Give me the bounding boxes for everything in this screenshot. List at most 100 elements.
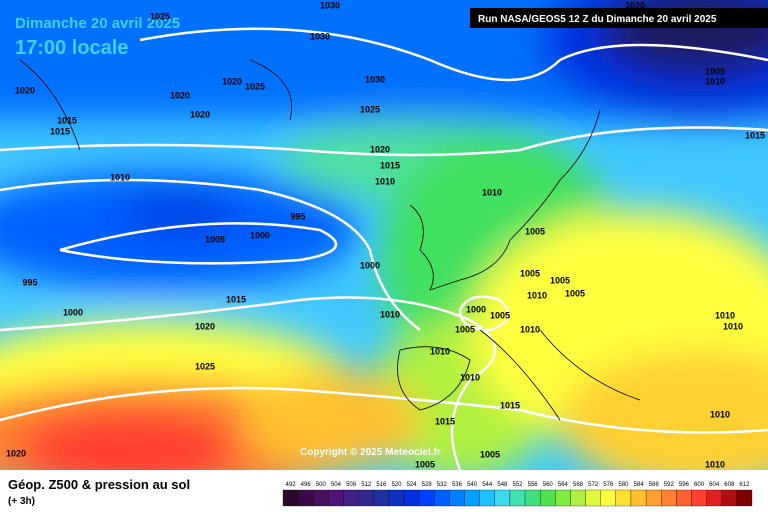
legend-level: 536 bbox=[452, 482, 463, 488]
isobar-label: 1005 bbox=[455, 324, 475, 334]
isobar-label: 1020 bbox=[195, 321, 215, 331]
legend-level: 508 bbox=[346, 482, 357, 488]
date: Dimanche 20 avril 2025 bbox=[15, 15, 180, 32]
isobar-label: 1005 bbox=[705, 66, 725, 76]
legend-swatch bbox=[494, 489, 511, 507]
isobar-label: 1015 bbox=[380, 160, 400, 170]
isobar-label: 1005 bbox=[490, 310, 510, 320]
legend-level: 492 bbox=[286, 482, 297, 488]
legend-swatch bbox=[343, 489, 359, 507]
legend-level: 516 bbox=[376, 482, 387, 488]
run-box bbox=[470, 8, 768, 28]
isobar-label: 1020 bbox=[222, 76, 242, 86]
isobar-label: 1005 bbox=[205, 234, 225, 244]
legend-swatch bbox=[388, 489, 405, 507]
legend-swatch bbox=[721, 489, 738, 507]
run-info: Run NASA/GEOS5 12 Z du Dimanche 20 avril… bbox=[478, 14, 717, 25]
legend-swatch bbox=[615, 489, 632, 507]
legend-swatch bbox=[691, 489, 707, 507]
legend-swatch bbox=[706, 489, 722, 507]
legend-level: 532 bbox=[437, 482, 448, 488]
legend-swatch bbox=[419, 489, 435, 507]
isobar-label: 1020 bbox=[15, 85, 35, 95]
isobar-label: 1030 bbox=[365, 74, 385, 84]
legend-level: 564 bbox=[558, 482, 569, 488]
legend-level: 608 bbox=[724, 482, 735, 488]
legend-swatch bbox=[297, 489, 314, 507]
isobar-label: 1005 bbox=[415, 459, 435, 469]
isobar-label: 1005 bbox=[480, 449, 500, 459]
isobar-label: 1005 bbox=[520, 268, 540, 278]
copyright: Copyright © 2025 Meteociel.fr bbox=[300, 447, 441, 458]
legend-level: 612 bbox=[739, 482, 750, 488]
legend-level: 556 bbox=[528, 482, 539, 488]
isobar-label: 1015 bbox=[500, 400, 520, 410]
isobar-label: 1020 bbox=[6, 448, 26, 458]
isobars bbox=[0, 27, 768, 471]
legend-level: 512 bbox=[361, 482, 372, 488]
isobar-label: 1025 bbox=[150, 11, 170, 21]
isobar-label: 1010 bbox=[705, 459, 725, 469]
isobar-label: 1025 bbox=[360, 104, 380, 114]
isobar-label: 1025 bbox=[245, 81, 265, 91]
legend-swatch bbox=[570, 489, 586, 507]
legend-level: 560 bbox=[543, 482, 554, 488]
legend-level: 540 bbox=[467, 482, 478, 488]
legend-swatch bbox=[540, 489, 556, 507]
legend-swatch bbox=[630, 489, 647, 507]
isobar-label: 1030 bbox=[310, 31, 330, 41]
legend-swatch bbox=[328, 489, 344, 507]
legend-swatch bbox=[313, 489, 329, 507]
legend-swatch bbox=[449, 489, 465, 507]
legend-swatch bbox=[373, 489, 390, 507]
isobar-label: 995 bbox=[22, 277, 37, 287]
legend-swatch bbox=[509, 489, 526, 507]
isobar-label: 1010 bbox=[430, 346, 450, 356]
legend-swatch bbox=[585, 489, 601, 507]
isobar-label: 1010 bbox=[380, 309, 400, 319]
time: 17:00 locale bbox=[15, 37, 128, 59]
legend-level: 572 bbox=[588, 482, 599, 488]
legend-title: Géop. Z500 & pression au sol bbox=[8, 477, 190, 492]
isobar-label: 1010 bbox=[520, 324, 540, 334]
legend-swatch bbox=[661, 489, 677, 507]
legend-swatch bbox=[464, 489, 480, 507]
coastlines bbox=[19, 59, 641, 421]
legend-level: 520 bbox=[391, 482, 402, 488]
legend-level: 600 bbox=[694, 482, 705, 488]
isobar-label: 1025 bbox=[195, 361, 215, 371]
legend-swatch bbox=[479, 489, 495, 507]
isobar-label: 1000 bbox=[360, 260, 380, 270]
legend-level: 592 bbox=[664, 482, 675, 488]
legend-swatch bbox=[736, 489, 753, 507]
legend-level: 504 bbox=[331, 482, 342, 488]
legend-subtitle: (+ 3h) bbox=[8, 496, 35, 507]
legend-level: 544 bbox=[482, 482, 493, 488]
legend-level: 500 bbox=[316, 482, 327, 488]
legend-level: 580 bbox=[618, 482, 629, 488]
isobar-label: 1010 bbox=[482, 187, 502, 197]
legend-level: 528 bbox=[422, 482, 433, 488]
isobar-label: 1010 bbox=[110, 172, 130, 182]
legend-level: 604 bbox=[709, 482, 720, 488]
legend-swatch bbox=[282, 489, 299, 507]
legend-swatch bbox=[555, 489, 571, 507]
legend-level: 576 bbox=[603, 482, 614, 488]
legend-swatch bbox=[524, 489, 541, 507]
isobar-label: 1015 bbox=[50, 126, 70, 136]
legend-level: 524 bbox=[407, 482, 418, 488]
isobar-label: 1020 bbox=[190, 109, 210, 119]
legend-level: 548 bbox=[497, 482, 508, 488]
legend-swatch bbox=[645, 489, 662, 507]
legend-level: 496 bbox=[301, 482, 312, 488]
isobar-label: 1020 bbox=[370, 144, 390, 154]
legend-level: 584 bbox=[634, 482, 645, 488]
legend-level: 588 bbox=[649, 482, 660, 488]
isobar-label: 1010 bbox=[715, 310, 735, 320]
isobar-label: 1000 bbox=[466, 304, 486, 314]
isobar-label: 1010 bbox=[460, 372, 480, 382]
legend-level: 596 bbox=[679, 482, 690, 488]
legend-swatch bbox=[600, 489, 616, 507]
legend-swatch bbox=[403, 489, 420, 507]
